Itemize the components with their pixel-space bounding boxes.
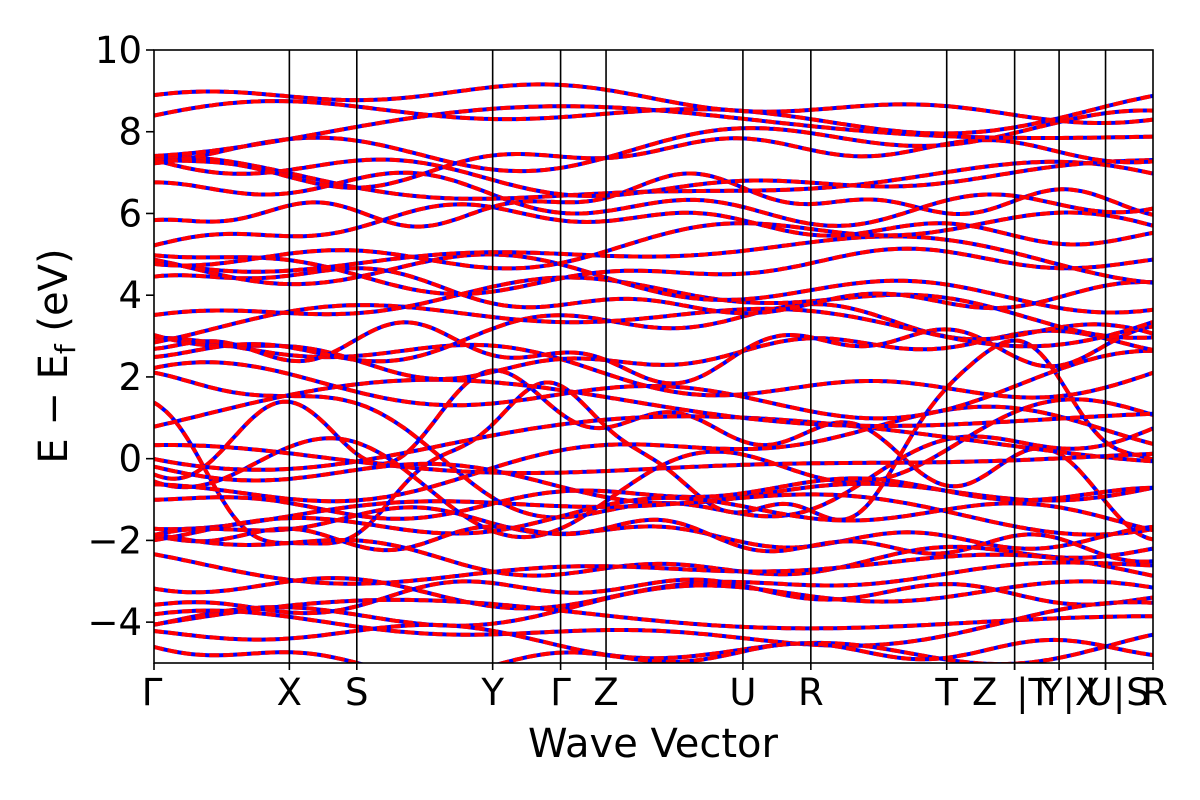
y-axis-label-main: E − E bbox=[31, 354, 77, 464]
band-line-b bbox=[154, 157, 1153, 199]
y-tick-label: −2 bbox=[87, 519, 142, 562]
band-line-b bbox=[154, 210, 1153, 271]
band-line-b bbox=[154, 154, 1153, 201]
x-tick-label: |T bbox=[1016, 671, 1051, 714]
y-tick-label: 0 bbox=[118, 438, 142, 481]
band-line-a bbox=[154, 93, 1153, 136]
band-line-b bbox=[154, 368, 1153, 542]
band-line-b bbox=[154, 404, 1153, 504]
y-tick-label: 6 bbox=[118, 192, 142, 235]
x-tick-label: U bbox=[729, 671, 756, 714]
band-line-a bbox=[154, 600, 1153, 648]
band-line-b bbox=[154, 579, 1153, 628]
x-tick-label: X bbox=[277, 671, 302, 714]
band-line-b bbox=[154, 275, 1153, 340]
x-tick-label: R bbox=[1142, 671, 1168, 714]
x-tick-label: T bbox=[934, 671, 958, 714]
band-line-a bbox=[154, 492, 1153, 537]
band-line-b bbox=[154, 443, 1153, 475]
x-axis: Γ X S Y Γ Z U R T Z |TY|XU| SR bbox=[142, 663, 1168, 714]
band-line-b bbox=[154, 577, 1153, 616]
band-line-b bbox=[154, 532, 1153, 578]
x-axis-label: Wave Vector bbox=[528, 721, 779, 767]
x-tick-label: Γ bbox=[142, 671, 163, 714]
y-tick-label: 4 bbox=[118, 274, 142, 317]
band-line-b bbox=[154, 397, 1153, 540]
band-line-b bbox=[154, 170, 1153, 228]
y-tick-label: 2 bbox=[118, 356, 142, 399]
x-tick-label: R bbox=[798, 671, 824, 714]
band-line-a bbox=[154, 234, 1153, 285]
band-line-b bbox=[154, 303, 1153, 349]
band-line-b bbox=[154, 266, 1153, 316]
band-line-a bbox=[154, 338, 1153, 546]
band-line-b bbox=[154, 414, 1153, 472]
x-tick-label: Z bbox=[593, 671, 618, 714]
x-tick-label: U| bbox=[1086, 671, 1126, 714]
band-line-b bbox=[154, 252, 1153, 315]
x-tick-label: Y|X bbox=[1039, 671, 1100, 714]
x-tick-label: S bbox=[1126, 671, 1150, 714]
band-line-b bbox=[154, 202, 1153, 248]
kpoint-lines bbox=[288, 50, 1107, 663]
plot-frame bbox=[153, 49, 1154, 664]
band-line-a bbox=[154, 320, 1153, 386]
band-line-b bbox=[154, 302, 1153, 364]
band-line-b bbox=[154, 552, 1153, 586]
y-tick-label: 10 bbox=[95, 29, 142, 72]
y-axis-label-subscript: f bbox=[49, 343, 82, 354]
band-line-b bbox=[154, 104, 1153, 158]
band-line-b bbox=[154, 495, 1153, 543]
band-line-a bbox=[154, 622, 1153, 663]
band-line-b bbox=[154, 246, 1153, 296]
x-tick-label: S bbox=[345, 671, 369, 714]
band-line-b bbox=[154, 597, 1153, 631]
band-line-b bbox=[154, 234, 1153, 285]
band-line-b bbox=[154, 517, 1153, 564]
band-line-b bbox=[154, 637, 1153, 663]
band-line-b bbox=[154, 476, 1153, 521]
x-tick-label: Γ bbox=[550, 671, 571, 714]
bands-layer bbox=[154, 82, 1153, 663]
band-line-b bbox=[154, 320, 1153, 386]
band-line-a bbox=[154, 82, 1153, 125]
band-line-a bbox=[154, 202, 1153, 248]
x-tick-label: Z bbox=[972, 671, 997, 714]
y-axis-label-unit: (eV) bbox=[31, 248, 77, 344]
y-tick-label: 8 bbox=[118, 111, 142, 154]
x-tick-label: Y bbox=[480, 671, 504, 714]
band-line-b bbox=[154, 171, 1153, 229]
y-tick-label: −4 bbox=[87, 601, 142, 644]
band-line-b bbox=[154, 335, 1153, 400]
y-axis-label: E − Ef (eV) bbox=[31, 248, 82, 463]
y-axis: −4 −2 0 2 4 6 8 10 bbox=[87, 29, 154, 644]
band-line-b bbox=[154, 377, 1153, 429]
